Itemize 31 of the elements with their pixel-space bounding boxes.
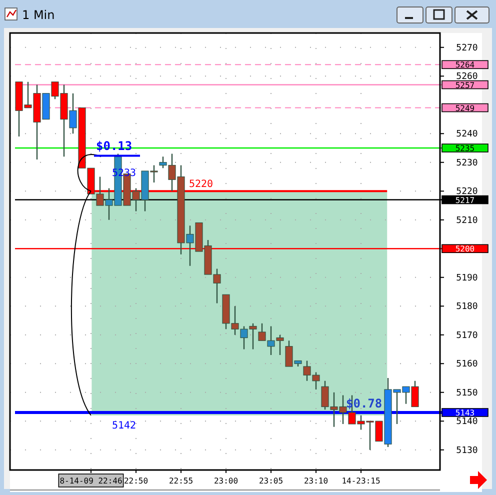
y-tick-label: 5160 xyxy=(456,360,478,370)
y-tick-label: 5260 xyxy=(456,72,478,82)
y-tick-label: 5170 xyxy=(456,330,478,341)
y-tick-label: 5210 xyxy=(456,216,478,226)
chart-title: 1 Min xyxy=(22,8,55,22)
annotation: 5142 xyxy=(112,420,136,432)
ref-line-label: 5257 xyxy=(455,80,475,90)
x-tick-label: 23:00 xyxy=(214,476,238,486)
ref-line-label: 5143 xyxy=(455,408,475,418)
annotation: 5233 xyxy=(112,168,136,179)
y-tick-label: 5270 xyxy=(456,43,478,54)
ref-line-label: 5217 xyxy=(455,196,475,205)
x-tick-label: 14-23:15 xyxy=(342,476,380,486)
x-tick-label: 8-14-09 22:46 xyxy=(60,476,122,486)
x-tick-label: 23:05 xyxy=(258,476,284,486)
x-tick-label: 23:10 xyxy=(304,476,328,486)
y-tick-label: 5150 xyxy=(456,388,478,398)
ref-line-label: 5264 xyxy=(455,60,475,70)
ref-line-label: 5235 xyxy=(455,144,475,153)
ref-line-label: 5249 xyxy=(455,104,475,113)
y-tick-label: 5140 xyxy=(456,417,478,428)
y-tick-label: 5190 xyxy=(456,273,478,284)
x-tick-label: 22:50 xyxy=(124,476,148,486)
ref-line-label: 5200 xyxy=(455,244,475,254)
y-tick-label: 5240 xyxy=(456,130,478,140)
y-tick-label: 5230 xyxy=(456,158,478,168)
y-tick-label: 5180 xyxy=(456,302,478,312)
annotation: 5220 xyxy=(189,179,214,190)
y-tick-label: 5220 xyxy=(456,187,478,198)
y-tick-label: 5130 xyxy=(456,446,478,456)
x-tick-label: 22:55 xyxy=(168,476,194,486)
